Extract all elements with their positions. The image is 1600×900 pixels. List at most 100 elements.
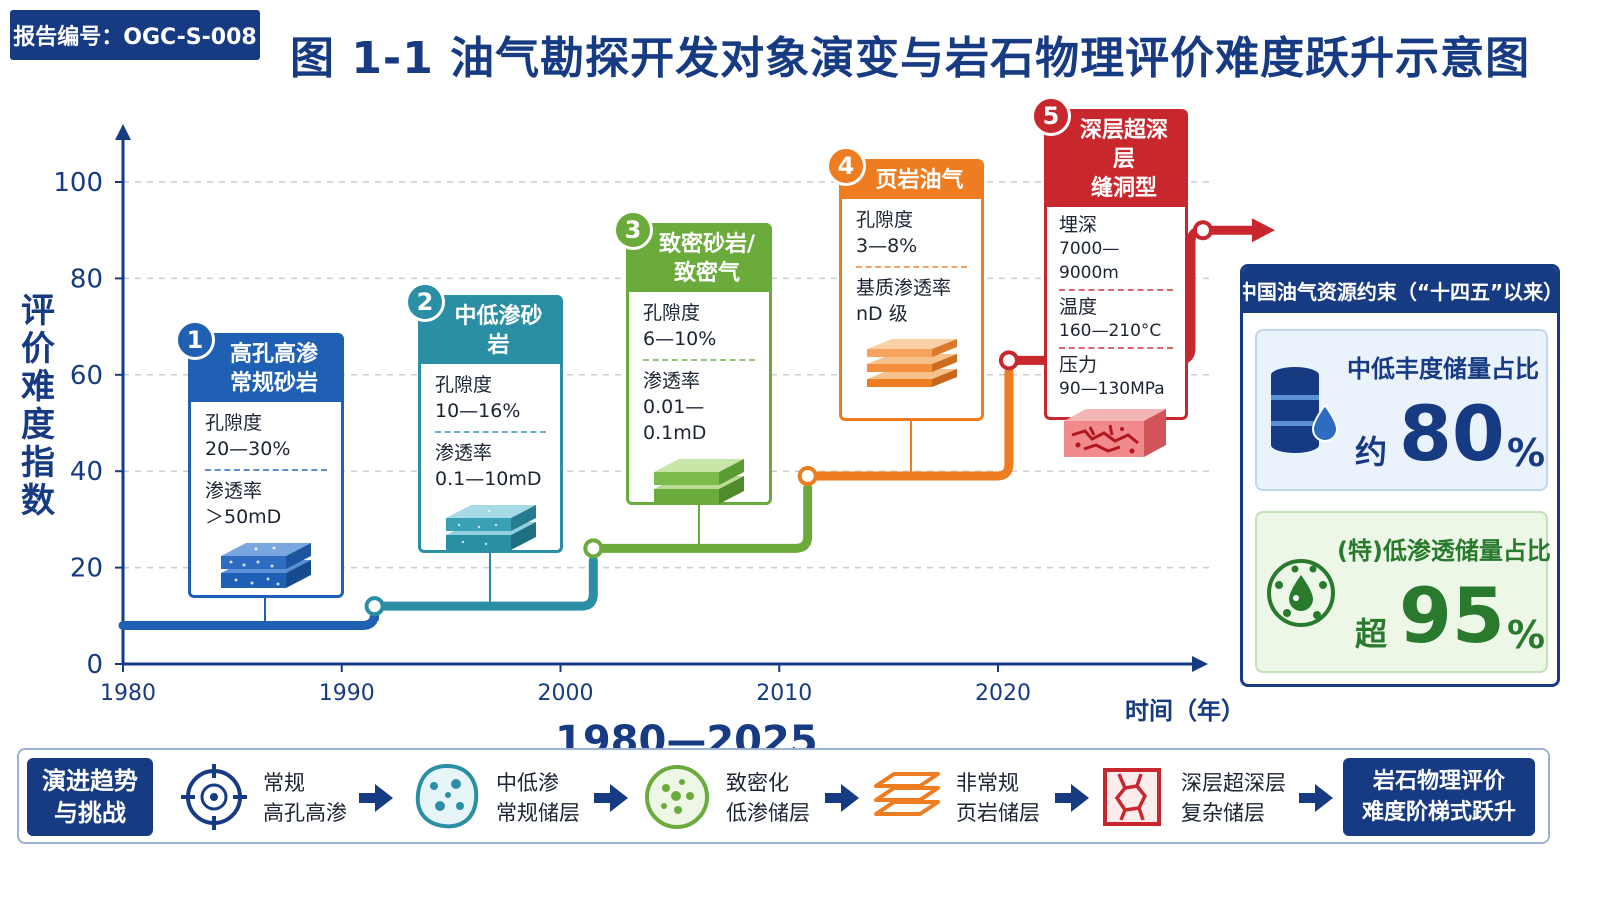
stage-line-segment <box>588 483 813 553</box>
divider <box>643 359 755 361</box>
prop-value: 0.1—10mD <box>435 468 542 490</box>
trend-result-box: 岩石物理评价 难度阶梯式跃升 <box>1343 758 1535 836</box>
prop-label: 压力 <box>1059 354 1098 376</box>
stage-card-4: 4 页岩油气 孔隙度 3—8% 基质渗透率 nD 级 <box>826 146 984 421</box>
x-axis-arrowhead <box>1192 656 1208 672</box>
arrow-right-icon <box>825 784 859 812</box>
prop-label: 埋深 <box>1059 214 1098 236</box>
stage-card-2: 2 中低渗砂岩 孔隙度 10—16% 渗透率 0.1—10mD <box>405 282 563 553</box>
y-tick-label: 0 <box>86 650 103 680</box>
stage-title: 深层超深层 缝洞型 <box>1047 112 1185 207</box>
divider <box>856 266 967 268</box>
stage-line-segment <box>118 608 380 630</box>
prop-value: nD 级 <box>856 303 908 325</box>
stage-card-1: 1 高孔高渗 常规砂岩 孔隙度 20—30% 渗透率 ＞50mD <box>175 320 344 598</box>
prop-value: 3—8% <box>856 235 918 257</box>
stage-transition-marker <box>583 538 604 559</box>
stage-line-segment <box>370 555 598 611</box>
y-tick-label: 20 <box>70 554 103 584</box>
arrow-right-icon <box>1299 784 1333 812</box>
y-axis-label: 评价难度指数 <box>21 291 55 521</box>
divider <box>435 431 546 433</box>
prop-value: 160—210°C <box>1059 321 1162 341</box>
prop-value: 10—16% <box>435 400 521 422</box>
x-tick-label: 2020 <box>975 681 1031 706</box>
target-icon <box>181 764 247 830</box>
prop-label: 孔隙度 <box>435 374 493 396</box>
stat-label: 中低丰度储量占比 <box>1347 355 1539 383</box>
page-title: 图 1-1 油气勘探开发对象演变与岩石物理评价难度跃升示意图 <box>290 33 1531 84</box>
sandstone-block-icon <box>221 543 311 588</box>
y-tick-label: 100 <box>53 168 103 198</box>
trend-lead-box: 演进趋势 与挑战 <box>27 758 153 836</box>
stage-transition-marker <box>1192 220 1213 241</box>
stat-prefix: 超 <box>1355 615 1388 653</box>
tight-sandstone-block-icon <box>654 459 744 504</box>
trend-item-deep: 深层超深层 复杂储层 <box>1097 762 1327 834</box>
prop-label: 孔隙度 <box>643 302 701 324</box>
arrow-right-icon <box>359 784 393 812</box>
trend-item-text: 常规 高孔高渗 <box>263 771 347 825</box>
stat-unit: % <box>1507 613 1546 657</box>
stage-transition-marker <box>797 466 818 487</box>
trend-item-tight: 致密化 低渗储层 <box>642 762 842 834</box>
prop-value: 0.01—0.1mD <box>643 396 707 444</box>
stage-title: 中低渗砂岩 <box>421 298 560 364</box>
report-id-badge: 报告编号：OGC-S-008 <box>10 10 260 60</box>
x-tick-label: 1980 <box>100 681 156 706</box>
stage-number-badge: 4 <box>826 146 866 186</box>
prop-value: 7000—9000m <box>1059 239 1120 283</box>
trend-item-text: 深层超深层 复杂储层 <box>1181 771 1286 825</box>
shale-layers-icon <box>874 772 940 816</box>
prop-label: 孔隙度 <box>856 209 914 231</box>
prop-label: 基质渗透率 <box>856 277 952 299</box>
stage-card-3: 3 致密砂岩/ 致密气 孔隙度 6—10% 渗透率 0.01—0.1mD <box>613 210 772 505</box>
y-tick-label: 40 <box>70 457 103 487</box>
trend-item-text: 致密化 低渗储层 <box>726 771 810 825</box>
stat-card-low-permeability: (特)低渗透储量占比 超 95 % <box>1255 511 1551 673</box>
stat-card-low-abundance: 中低丰度储量占比 约 80 % <box>1255 329 1548 491</box>
divider <box>205 469 327 471</box>
evolution-trend-bar: 演进趋势 与挑战 常规 高孔高渗 中低渗 常规储层 致密化 低渗储层 <box>17 748 1550 844</box>
y-axis-arrowhead <box>115 124 131 140</box>
prop-label: 渗透率 <box>205 480 263 502</box>
stage-number-badge: 1 <box>175 320 215 360</box>
y-tick-label: 80 <box>70 264 103 294</box>
x-tick-label: 2000 <box>538 681 594 706</box>
x-axis-label: 时间（年） <box>1125 697 1245 725</box>
trend-item-shale: 非常规 页岩储层 <box>872 762 1072 834</box>
stage-number-badge: 5 <box>1031 96 1071 136</box>
arrow-right-icon <box>594 784 628 812</box>
panel-title: 中国油气资源约束（“十四五”以来） <box>1243 267 1557 313</box>
stat-value: 95 <box>1399 571 1505 660</box>
stage-number-badge: 3 <box>613 210 653 250</box>
fractured-rock-block-icon <box>1064 409 1166 457</box>
trend-item-conventional: 常规 高孔高渗 <box>179 762 379 834</box>
prop-value: 20—30% <box>205 438 291 460</box>
trend-item-mid-low-perm: 中低渗 常规储层 <box>412 762 612 834</box>
stage-card-5: 5 深层超深层 缝洞型 埋深 7000—9000m 温度 160—210°C 压… <box>1031 96 1188 457</box>
divider <box>1059 347 1173 349</box>
prop-label: 孔隙度 <box>205 412 263 434</box>
stage-transition-marker <box>998 350 1019 371</box>
trend-item-text: 非常规 页岩储层 <box>956 771 1040 825</box>
resource-constraints-panel: 中国油气资源约束（“十四五”以来） 中低丰度储量占比 约 80 % (特)低渗透… <box>1240 264 1560 687</box>
prop-label: 温度 <box>1059 296 1098 318</box>
prop-value: 6—10% <box>643 328 717 350</box>
trend-arrowhead <box>1252 218 1275 243</box>
stat-label: (特)低渗透储量占比 <box>1337 537 1551 565</box>
stat-prefix: 约 <box>1355 433 1388 471</box>
prop-label: 渗透率 <box>643 370 701 392</box>
stat-unit: % <box>1507 431 1546 475</box>
stat-value: 80 <box>1399 389 1505 478</box>
stage-line-segment <box>803 367 1014 481</box>
pore-icon <box>415 763 479 829</box>
divider <box>1059 289 1173 291</box>
y-tick-label: 60 <box>70 361 103 391</box>
prop-value: ＞50mD <box>205 506 282 528</box>
shale-layers-block-icon <box>866 339 957 387</box>
fracture-icon <box>1103 768 1161 826</box>
oil-barrel-icon <box>1271 367 1339 453</box>
stage-title: 高孔高渗 常规砂岩 <box>191 336 341 402</box>
x-tick-label: 2010 <box>756 681 812 706</box>
